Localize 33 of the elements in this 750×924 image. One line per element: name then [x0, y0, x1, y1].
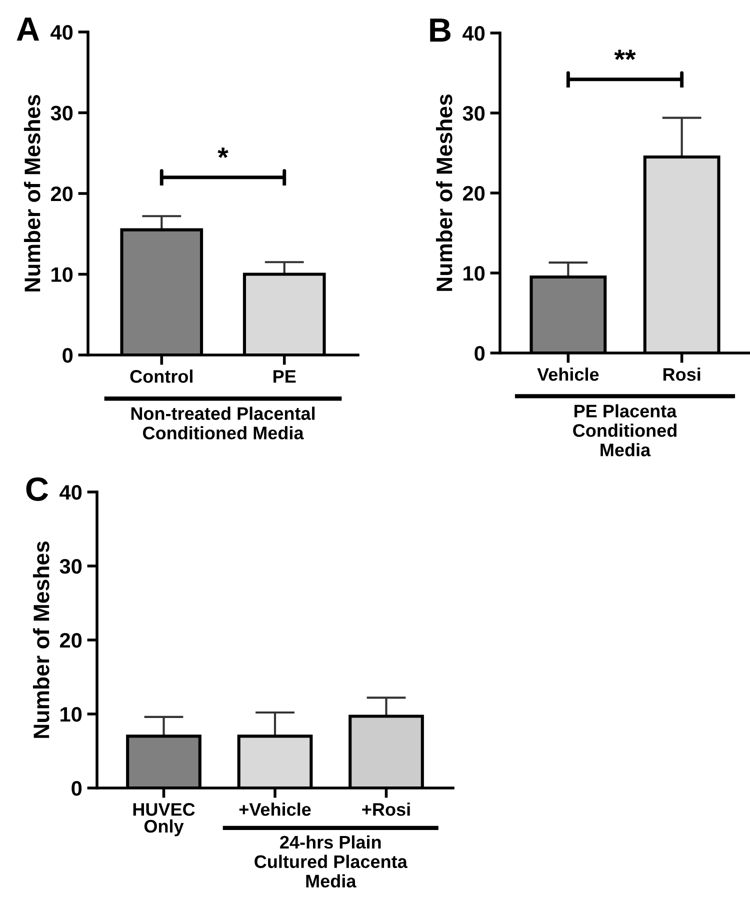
x-tick-label: Vehicle	[537, 368, 599, 381]
y-tick-label: 40	[462, 26, 485, 41]
y-tick-label: 40	[50, 25, 73, 40]
y-tick-label: 20	[50, 186, 73, 202]
x-tick-label: +Rosi	[362, 802, 410, 816]
x-tick-label: Control	[130, 370, 192, 383]
annotation: **	[614, 50, 636, 60]
y-tick-label: 40	[60, 485, 82, 500]
y-tick-label: 10	[60, 707, 82, 722]
x-tick-label: PE	[274, 370, 296, 383]
x-tick-label: Rosi	[663, 368, 700, 381]
y-axis-title: Number of Meshes	[436, 94, 452, 291]
y-axis-title: Number of Meshes	[24, 95, 40, 292]
chart-title: B	[430, 18, 450, 42]
x-axis-title: Non-treated Placental Conditioned Media	[131, 406, 315, 440]
y-tick-label: 10	[52, 267, 73, 282]
x-tick-label: +Vehicle	[239, 802, 311, 816]
chart-title: C	[26, 477, 48, 501]
x-tick-label: HUVEC Only	[133, 803, 195, 836]
y-tick-label: 30	[462, 106, 485, 121]
y-tick-label: 0	[62, 348, 73, 363]
y-tick-label: 10	[464, 266, 485, 281]
y-tick-label: 30	[60, 559, 82, 574]
x-axis-title: 24-hrs Plain Cultured Placenta Media	[254, 835, 408, 888]
x-axis-title: PE Placenta Conditioned Media	[573, 404, 677, 456]
y-tick-label: 20	[462, 186, 485, 201]
y-tick-label: 0	[474, 346, 485, 361]
y-axis-title: Number of Meshes	[32, 542, 50, 738]
annotation: *	[218, 148, 228, 158]
y-tick-label: 0	[72, 781, 82, 796]
y-tick-label: 20	[60, 633, 82, 648]
chart-title: A	[16, 18, 40, 41]
y-tick-label: 30	[50, 106, 73, 121]
